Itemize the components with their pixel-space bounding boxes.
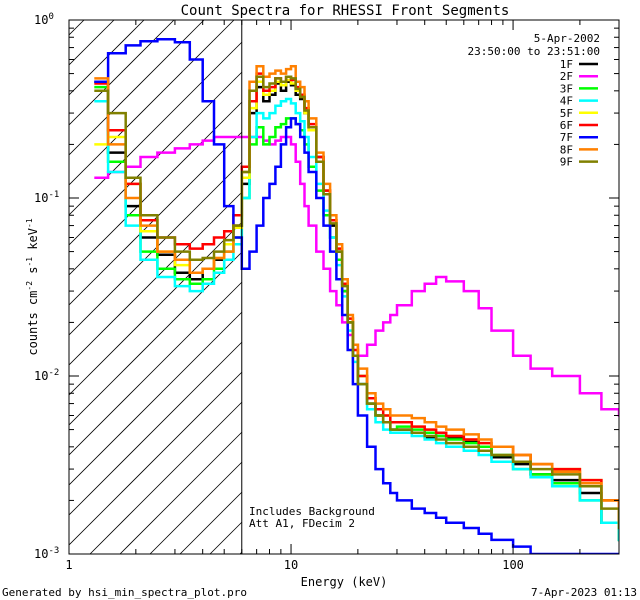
hatch-line <box>149 461 243 554</box>
legend-label-1F: 1F <box>560 58 573 71</box>
hatch-line <box>209 521 243 554</box>
y-axis-label-base: counts cm <box>26 291 40 356</box>
y-axis-label-mid: s <box>26 267 40 281</box>
y-axis-label: counts cm-2 s-1 keV-1 <box>25 218 40 355</box>
y-axis-label-exp2: -1 <box>25 257 34 267</box>
series-8F <box>94 64 619 524</box>
annotation-line-2: Att A1, FDecim 2 <box>249 517 355 530</box>
x-tick-label: 100 <box>502 558 524 572</box>
hatch-line <box>69 191 243 366</box>
series-3F <box>94 85 619 542</box>
hatch-line <box>69 20 175 126</box>
x-tick-label: 1 <box>65 558 72 572</box>
x-tick-label: 10 <box>284 558 298 572</box>
hatch-line <box>69 281 243 456</box>
footer-left: Generated by hsi_min_spectra_plot.pro <box>2 586 247 599</box>
y-tick-label: 10-1 <box>34 190 59 205</box>
hatch-line <box>69 341 243 516</box>
y-tick-label: 10-3 <box>34 546 59 561</box>
legend-label-2F: 2F <box>560 70 573 83</box>
series-5F <box>94 78 619 524</box>
series-7F <box>94 37 619 554</box>
hatch-line <box>69 20 205 156</box>
legend-label-4F: 4F <box>560 95 573 108</box>
series-6F <box>94 72 619 524</box>
y-axis-label-end: keV <box>26 228 40 257</box>
y-tick-label: 100 <box>34 12 54 27</box>
legend-label-7F: 7F <box>560 131 573 144</box>
hatch-line <box>179 491 243 554</box>
hatch-line <box>69 311 243 486</box>
series-group <box>94 37 619 554</box>
y-tick-label: 10-2 <box>34 368 59 383</box>
date-label: 5-Apr-2002 <box>534 32 600 45</box>
y-axis: 100 10-1 10-2 10-3 <box>34 12 619 561</box>
hatch-line <box>69 20 235 186</box>
hatch-line <box>119 431 243 554</box>
legend-label-3F: 3F <box>560 82 573 95</box>
hatch-line <box>69 41 243 216</box>
hatch-line <box>69 20 85 36</box>
hatch-line <box>69 20 115 66</box>
hatch-line <box>69 20 145 96</box>
time-range-label: 23:50:00 to 23:51:00 <box>468 45 600 58</box>
legend-label-6F: 6F <box>560 119 573 132</box>
footer-right: 7-Apr-2023 01:13 <box>531 586 637 599</box>
x-axis-label: Energy (keV) <box>301 575 388 589</box>
legend-label-5F: 5F <box>560 107 573 120</box>
y-axis-label-exp3: -1 <box>25 218 34 228</box>
hatch-line <box>69 131 243 306</box>
hatch-line <box>69 161 243 336</box>
series-9F <box>94 75 619 530</box>
plot-frame <box>68 19 620 555</box>
legend-label-8F: 8F <box>560 143 573 156</box>
chart-title: Count Spectra for RHESSI Front Segments <box>181 3 510 19</box>
hatch-line <box>89 401 243 554</box>
y-axis-label-exp1: -2 <box>25 281 34 291</box>
hatch-line <box>69 371 243 546</box>
x-axis: 1 10 100 <box>65 20 620 572</box>
annotation-line-1: Includes Background <box>249 505 375 518</box>
legend-label-9F: 9F <box>560 156 573 169</box>
